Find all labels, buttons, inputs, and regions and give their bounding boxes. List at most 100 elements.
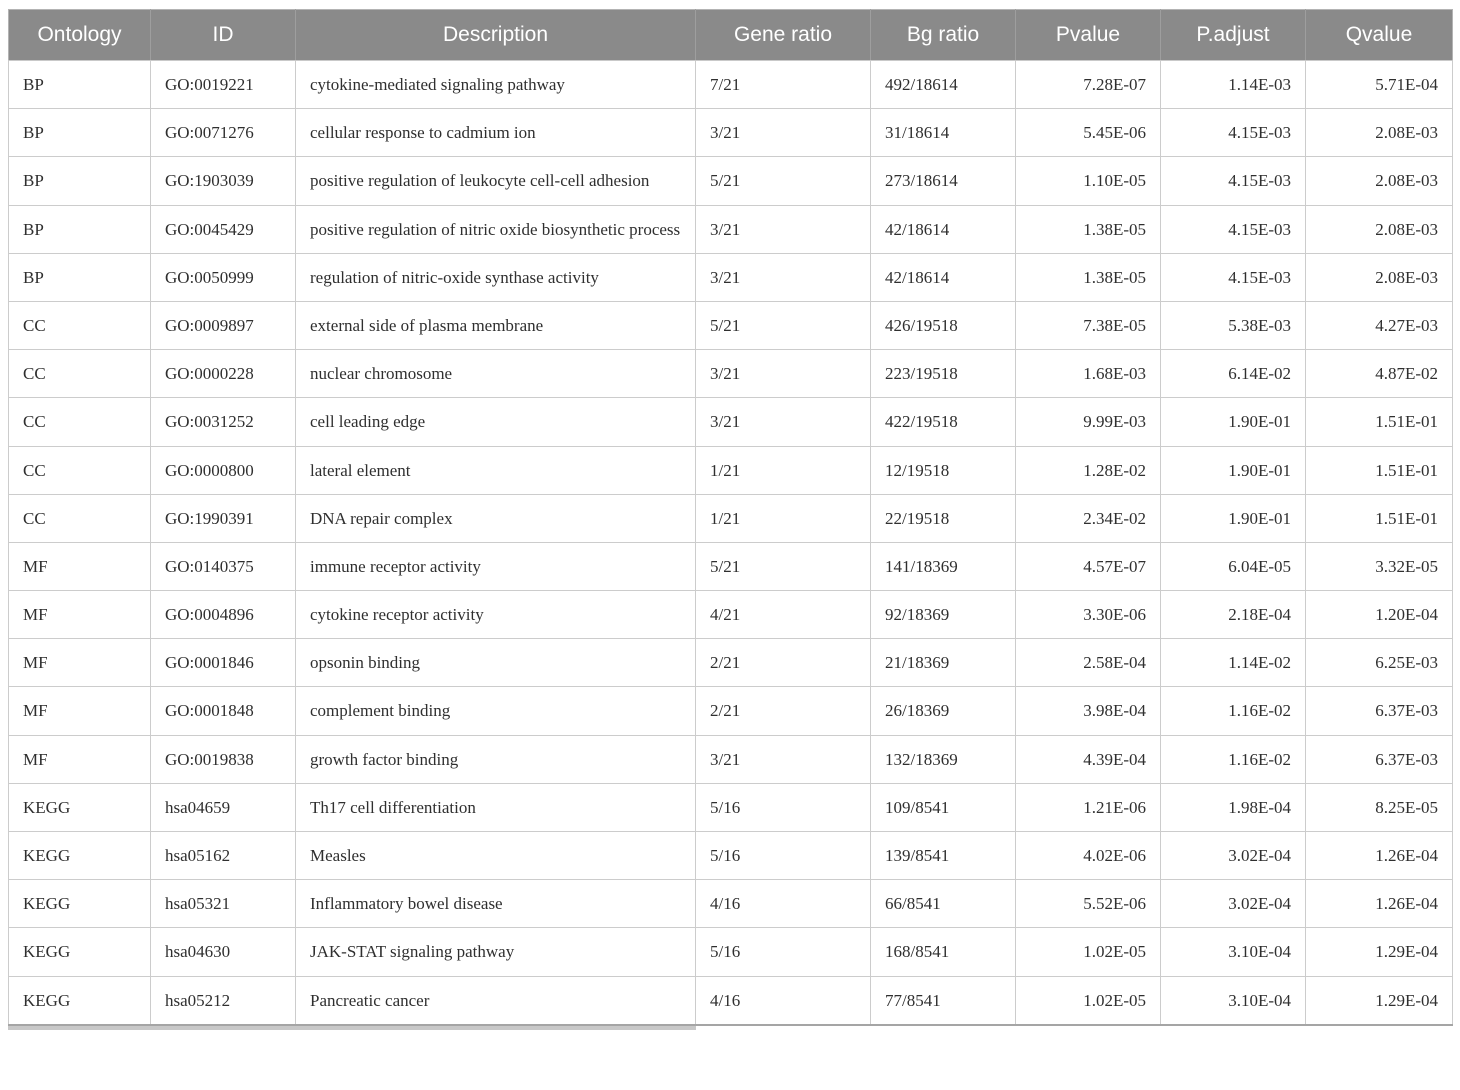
cell-qvalue: 1.26E-04 xyxy=(1305,830,1453,881)
cell-ontology: BP xyxy=(8,108,151,158)
cell-id: GO:0000800 xyxy=(150,445,296,495)
table-row: MF GO:0019838 growth factor binding 3/21 132… xyxy=(8,734,1453,784)
cell-pvalue: 9.99E-03 xyxy=(1015,397,1161,447)
cell-ontology: CC xyxy=(8,300,151,351)
table-row: KEGG hsa04659 Th17 cell differentiation 5/1… xyxy=(8,782,1453,833)
cell-description: nuclear chromosome xyxy=(295,349,696,399)
cell-bg-ratio: 141/18369 xyxy=(870,541,1016,592)
table-row: CC GO:1990391 DNA repair complex 1/21 22/195… xyxy=(8,493,1453,543)
cell-ontology: MF xyxy=(8,686,151,736)
cell-p-adjust: 3.10E-04 xyxy=(1160,927,1306,977)
cell-gene-ratio: 3/21 xyxy=(695,734,871,784)
cell-gene-ratio: 1/21 xyxy=(695,445,871,495)
cell-qvalue: 4.87E-02 xyxy=(1305,349,1453,399)
cell-bg-ratio: 92/18369 xyxy=(870,590,1016,640)
cell-id: GO:0004896 xyxy=(150,590,296,640)
cell-pvalue: 1.28E-02 xyxy=(1015,445,1161,495)
cell-ontology: CC xyxy=(8,445,151,495)
cell-qvalue: 1.29E-04 xyxy=(1305,975,1453,1026)
cell-id: GO:0019221 xyxy=(150,59,296,110)
cell-pvalue: 1.68E-03 xyxy=(1015,349,1161,399)
cell-bg-ratio: 22/19518 xyxy=(870,493,1016,543)
cell-ontology: MF xyxy=(8,638,151,688)
table-row: CC GO:0000228 nuclear chromosome 3/21 223/19… xyxy=(8,349,1453,399)
cell-p-adjust: 1.14E-03 xyxy=(1160,59,1306,110)
cell-bg-ratio: 168/8541 xyxy=(870,927,1016,977)
cell-description: Pancreatic cancer xyxy=(295,975,696,1026)
cell-p-adjust: 1.98E-04 xyxy=(1160,782,1306,833)
cell-p-adjust: 6.04E-05 xyxy=(1160,541,1306,592)
cell-description: cytokine receptor activity xyxy=(295,590,696,640)
table-body: BP GO:0019221 cytokine-mediated signaling … xyxy=(8,59,1453,1026)
cell-pvalue: 7.28E-07 xyxy=(1015,59,1161,110)
table-row: KEGG hsa05321 Inflammatory bowel disease 4/… xyxy=(8,879,1453,929)
column-header-qvalue: Qvalue xyxy=(1305,9,1453,61)
cell-gene-ratio: 5/16 xyxy=(695,782,871,833)
cell-qvalue: 8.25E-05 xyxy=(1305,782,1453,833)
cell-qvalue: 1.29E-04 xyxy=(1305,927,1453,977)
cell-qvalue: 6.25E-03 xyxy=(1305,638,1453,688)
cell-description: external side of plasma membrane xyxy=(295,300,696,351)
table-continuation-sliver xyxy=(8,1025,696,1030)
cell-pvalue: 1.38E-05 xyxy=(1015,252,1161,302)
cell-gene-ratio: 3/21 xyxy=(695,349,871,399)
cell-qvalue: 4.27E-03 xyxy=(1305,300,1453,351)
cell-p-adjust: 2.18E-04 xyxy=(1160,590,1306,640)
cell-ontology: CC xyxy=(8,397,151,447)
cell-p-adjust: 4.15E-03 xyxy=(1160,204,1306,254)
cell-id: GO:0045429 xyxy=(150,204,296,254)
cell-description: DNA repair complex xyxy=(295,493,696,543)
cell-ontology: KEGG xyxy=(8,782,151,833)
cell-pvalue: 1.38E-05 xyxy=(1015,204,1161,254)
cell-p-adjust: 3.02E-04 xyxy=(1160,830,1306,881)
cell-qvalue: 1.20E-04 xyxy=(1305,590,1453,640)
go-kegg-enrichment-table: Ontology ID Description Gene ratio Bg ratio P… xyxy=(8,9,1453,1026)
cell-description: opsonin binding xyxy=(295,638,696,688)
cell-id: GO:0071276 xyxy=(150,108,296,158)
column-header-gene-ratio: Gene ratio xyxy=(695,9,871,61)
cell-gene-ratio: 2/21 xyxy=(695,638,871,688)
cell-ontology: BP xyxy=(8,156,151,206)
table-row: BP GO:0071276 cellular response to cadmium… xyxy=(8,108,1453,158)
cell-qvalue: 1.26E-04 xyxy=(1305,879,1453,929)
cell-gene-ratio: 5/21 xyxy=(695,541,871,592)
cell-p-adjust: 3.02E-04 xyxy=(1160,879,1306,929)
cell-bg-ratio: 109/8541 xyxy=(870,782,1016,833)
cell-description: growth factor binding xyxy=(295,734,696,784)
cell-pvalue: 5.45E-06 xyxy=(1015,108,1161,158)
cell-pvalue: 1.10E-05 xyxy=(1015,156,1161,206)
cell-description: positive regulation of nitric oxide bios… xyxy=(295,204,696,254)
cell-bg-ratio: 422/19518 xyxy=(870,397,1016,447)
cell-gene-ratio: 1/21 xyxy=(695,493,871,543)
cell-ontology: KEGG xyxy=(8,975,151,1026)
cell-ontology: KEGG xyxy=(8,879,151,929)
cell-qvalue: 2.08E-03 xyxy=(1305,252,1453,302)
cell-gene-ratio: 4/21 xyxy=(695,590,871,640)
cell-p-adjust: 1.14E-02 xyxy=(1160,638,1306,688)
cell-id: GO:1903039 xyxy=(150,156,296,206)
cell-p-adjust: 6.14E-02 xyxy=(1160,349,1306,399)
cell-bg-ratio: 426/19518 xyxy=(870,300,1016,351)
cell-p-adjust: 5.38E-03 xyxy=(1160,300,1306,351)
cell-ontology: CC xyxy=(8,349,151,399)
column-header-pvalue: Pvalue xyxy=(1015,9,1161,61)
cell-gene-ratio: 5/21 xyxy=(695,156,871,206)
cell-id: hsa04659 xyxy=(150,782,296,833)
cell-p-adjust: 1.16E-02 xyxy=(1160,734,1306,784)
column-header-id: ID xyxy=(150,9,296,61)
cell-id: GO:0019838 xyxy=(150,734,296,784)
cell-description: positive regulation of leukocyte cell-ce… xyxy=(295,156,696,206)
column-header-description: Description xyxy=(295,9,696,61)
table-row: MF GO:0140375 immune receptor activity 5/21… xyxy=(8,541,1453,592)
cell-id: GO:0140375 xyxy=(150,541,296,592)
cell-pvalue: 4.57E-07 xyxy=(1015,541,1161,592)
table-row: BP GO:0050999 regulation of nitric-oxide s… xyxy=(8,252,1453,302)
cell-gene-ratio: 3/21 xyxy=(695,108,871,158)
cell-gene-ratio: 5/21 xyxy=(695,300,871,351)
cell-p-adjust: 1.90E-01 xyxy=(1160,397,1306,447)
column-header-p-adjust: P.adjust xyxy=(1160,9,1306,61)
column-header-ontology: Ontology xyxy=(8,9,151,61)
cell-pvalue: 1.02E-05 xyxy=(1015,927,1161,977)
cell-description: immune receptor activity xyxy=(295,541,696,592)
cell-pvalue: 4.39E-04 xyxy=(1015,734,1161,784)
